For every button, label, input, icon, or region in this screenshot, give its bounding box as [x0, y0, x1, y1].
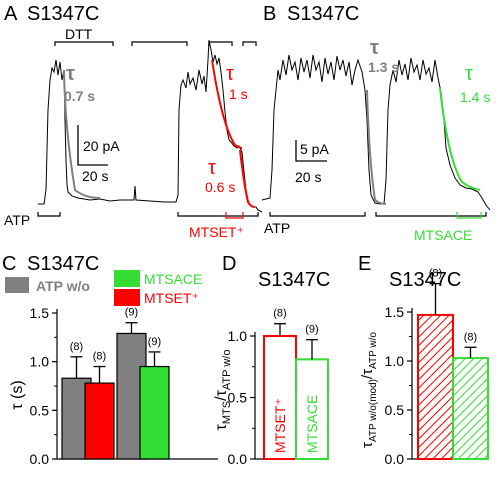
chart-d-plot: 0.0 0.5 1.0 (8) MTSET⁺ (9) MTSACE: [228, 308, 329, 467]
panel-b-scale-x: 20 s: [295, 169, 321, 185]
panel-b-tau-2-value: 1.4 s: [460, 89, 490, 105]
panel-b-atp-bars: [269, 212, 487, 217]
panel-b: B S1347C τ 1.3 s τ 1.4 s 5 pA 20 s ATP M…: [261, 3, 491, 243]
panel-d-letter: D: [222, 253, 236, 275]
panel-b-title: S1347C: [287, 3, 359, 25]
y-tick-label: 1.5: [30, 305, 50, 321]
panel-a-letter: A: [4, 3, 18, 25]
legend-label-mtsace: MTSACE: [144, 271, 202, 287]
panel-b-fit-green: [439, 87, 481, 191]
panel-a-atp-bars: [37, 212, 259, 217]
y-tick-label: 1.0: [30, 354, 50, 370]
panel-b-mtsace-bar: [456, 212, 482, 219]
panel-a-dtt-label: DTT: [65, 26, 93, 42]
svg-text:τATP w/o(mod)/τATP w/o: τATP w/o(mod)/τATP w/o: [359, 332, 379, 448]
panel-a-scale-bar: [77, 125, 108, 166]
bar-label: MTSET⁺: [272, 398, 288, 453]
bar: [139, 365, 170, 460]
bar-label: MTSACE: [304, 395, 320, 453]
y-tick-label: 0.0: [30, 451, 50, 467]
panel-a-fit-red-2: [239, 149, 255, 208]
panel-b-fit-gray: [366, 89, 387, 205]
panel-a-fit-red-1: [211, 59, 243, 149]
panel-a-tau-2: τ: [226, 63, 234, 85]
panel-d: D S1347C 0.0 0.5 1.0 (8) MTSET⁺ (9) MTSACE τMT…: [213, 253, 330, 467]
chart-c-plot: 0.0 0.5 1.0 1.5 (8) (8) (9) (9): [30, 305, 218, 467]
panel-a-dtt-bars: [54, 41, 257, 46]
panel-a: A S1347C DTT τ 0.7 s τ 1 s τ 0.6 s 20 pA…: [4, 3, 263, 240]
panel-b-atp-label: ATP: [264, 220, 290, 236]
panel-b-scale-bar: [295, 140, 327, 162]
panel-a-mtset-bar: [225, 212, 244, 219]
n-label: (8): [273, 308, 286, 320]
panel-e-title: S1347C: [389, 269, 461, 291]
bar: [417, 313, 454, 460]
panel-a-tau-3: τ: [208, 157, 216, 179]
y-tick-label: 0.5: [30, 402, 50, 418]
legend-swatch-mtsace: [114, 270, 140, 287]
n-label: (9): [125, 307, 138, 319]
panel-c-title: S1347C: [27, 253, 99, 275]
panel-a-scale-x: 20 s: [82, 168, 108, 184]
panel-b-tau-2: τ: [465, 63, 473, 85]
chart-c-ylabel: τ (s): [9, 380, 26, 409]
y-tick-label: 0.0: [228, 451, 248, 467]
chart-e-ylabel: τATP w/o(mod)/τATP w/o: [359, 332, 379, 448]
y-tick-label: 0.5: [385, 402, 405, 418]
panel-e-letter: E: [358, 253, 371, 275]
panel-b-tau-1-value: 1.3 s: [368, 59, 399, 75]
panel-a-mtset-label: MTSET⁺: [189, 224, 244, 240]
bar: [263, 335, 297, 460]
legend-swatch-atp-wo: [5, 277, 29, 293]
panel-b-scale-y: 5 pA: [300, 141, 329, 157]
panel-a-tau-3-value: 0.6 s: [205, 179, 235, 195]
n-label: (9): [305, 324, 318, 336]
panel-d-title: S1347C: [258, 269, 330, 291]
n-label: (8): [70, 341, 83, 353]
panel-a-tau-2-value: 1 s: [229, 86, 248, 102]
panel-a-atp-label: ATP: [4, 212, 30, 228]
panel-b-mtsace-label: MTSACE: [414, 227, 472, 243]
panel-b-tau-1: τ: [370, 37, 379, 59]
panel-c: C S1347C ATP w/o MTSET⁺ MTSACE 0.0 0.5 1.0…: [2, 253, 218, 467]
legend-label-mtset: MTSET⁺: [144, 290, 199, 306]
chart-d-ylabel: τMTS/τATP w/o: [213, 350, 233, 431]
n-label: (9): [148, 336, 161, 348]
panel-a-title: S1347C: [27, 3, 99, 25]
y-tick-label: 1.0: [228, 328, 248, 344]
svg-text:τMTS/τATP w/o: τMTS/τATP w/o: [213, 350, 233, 431]
n-label: (8): [464, 331, 477, 343]
legend-swatch-mtset: [114, 289, 140, 306]
n-label: (8): [93, 351, 106, 363]
panel-a-tau-1-value: 0.7 s: [64, 88, 95, 104]
legend-label-atp-wo: ATP w/o: [36, 278, 90, 294]
panel-e: E S1347C 0.0 0.5 1.0 1.5 (8) (8) τATP w/o(mod…: [358, 253, 489, 467]
panel-a-tau-1: τ: [66, 63, 75, 85]
bar: [84, 382, 115, 460]
panel-c-letter: C: [2, 253, 16, 275]
panel-a-fit-gray: [63, 69, 101, 199]
y-tick-label: 1.5: [385, 304, 405, 320]
chart-e-plot: 0.0 0.5 1.0 1.5 (8) (8): [385, 268, 489, 467]
y-tick-label: 1.0: [385, 353, 405, 369]
bar: [452, 357, 489, 460]
n-label: (8): [429, 268, 442, 280]
y-tick-label: 0.5: [228, 390, 248, 406]
panel-a-scale-y: 20 pA: [83, 138, 120, 154]
y-tick-label: 0.0: [385, 451, 405, 467]
panel-b-trace: [261, 54, 491, 211]
panel-b-letter: B: [263, 3, 276, 25]
